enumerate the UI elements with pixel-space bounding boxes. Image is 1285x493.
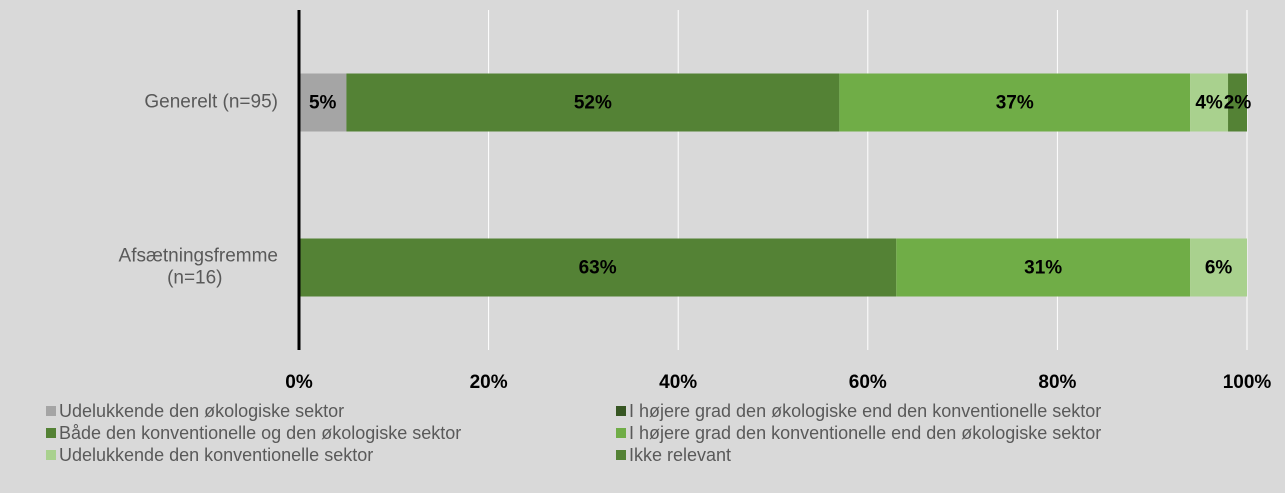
data-label: 6% [1205,258,1233,279]
legend-swatch [46,428,56,438]
data-label: 2% [1224,93,1252,114]
x-tick-label: 20% [470,372,508,393]
bar-segment [896,238,1191,297]
x-tick-label: 40% [659,372,697,393]
data-label: 52% [574,93,612,114]
legend-label: Udelukkende den konventionelle sektor [59,445,373,465]
bar-segment [299,238,897,297]
label-line: (n=16) [167,268,222,289]
y-tick-label: Generelt (n=95) [144,92,278,113]
legend-swatch [616,406,626,416]
x-tick-label: 60% [849,372,887,393]
bar-segment [839,73,1191,132]
x-tick-label: 80% [1038,372,1076,393]
legend-label: Udelukkende den økologiske sektor [59,401,344,421]
legend-swatch [46,450,56,460]
data-label: 37% [996,93,1034,114]
legend-swatch [616,428,626,438]
y-tick-label: Afsætningsfremme (n=16) [119,246,278,289]
legend-swatch [46,406,56,416]
bar-segment [1190,73,1229,132]
data-label: 4% [1195,93,1223,114]
legend-label: I højere grad den konventionelle end den… [629,423,1101,443]
bar-segment [1228,73,1247,132]
bar-segment [346,73,840,132]
legend-label: Ikke relevant [629,445,731,465]
x-tick-label: 100% [1223,372,1272,393]
legend-label: I højere grad den økologiske end den kon… [629,401,1101,421]
data-label: 63% [579,258,617,279]
data-label: 31% [1024,258,1062,279]
legend-swatch [616,450,626,460]
bar-segment [299,73,347,132]
label-line: Afsætningsfremme [119,246,278,267]
data-label: 5% [309,93,337,114]
legend-label: Både den konventionelle og den økologisk… [59,423,461,443]
bar-segment [1190,238,1247,297]
x-tick-label: 0% [285,372,313,393]
